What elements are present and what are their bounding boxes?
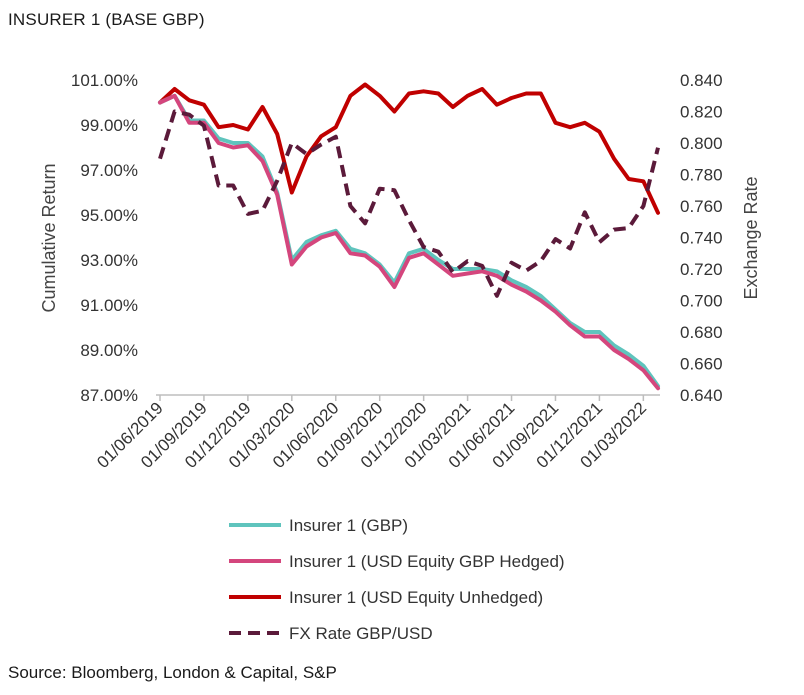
series-lines (158, 82, 660, 391)
series-line-1 (158, 93, 660, 391)
legend-label-1: Insurer 1 (USD Equity GBP Hedged) (289, 552, 565, 571)
legend-label-3: FX Rate GBP/USD (289, 624, 433, 643)
left-tick-label: 93.00% (80, 251, 138, 270)
right-tick-label: 0.700 (680, 292, 723, 311)
right-axis-tick-labels: 0.840 0.820 0.800 0.780 0.760 0.740 0.720 0.700… (680, 71, 723, 405)
legend-label-2: Insurer 1 (USD Equity Unhedged) (289, 588, 543, 607)
left-axis-title: Cumulative Return (39, 163, 59, 312)
series-line-0 (158, 93, 660, 388)
left-tick-label: 89.00% (80, 341, 138, 360)
right-tick-label: 0.760 (680, 197, 723, 216)
left-tick-label: 87.00% (80, 386, 138, 405)
right-tick-label: 0.840 (680, 71, 723, 90)
x-axis-tick-labels: 01/06/201901/09/201901/12/201901/03/2020… (93, 398, 650, 472)
right-tick-label: 0.820 (680, 103, 723, 122)
x-axis-ticks (159, 395, 645, 401)
right-tick-label: 0.720 (680, 260, 723, 279)
source-note: Source: Bloomberg, London & Capital, S&P (8, 663, 337, 682)
left-tick-label: 99.00% (80, 116, 138, 135)
right-tick-label: 0.800 (680, 134, 723, 153)
right-tick-label: 0.780 (680, 166, 723, 185)
left-axis-tick-labels: 101.00% 99.00% 97.00% 95.00% 93.00% 91.00% 89.… (71, 71, 138, 405)
left-tick-label: 101.00% (71, 71, 138, 90)
right-tick-label: 0.640 (680, 386, 723, 405)
left-tick-label: 91.00% (80, 296, 138, 315)
left-tick-label: 95.00% (80, 206, 138, 225)
series-line-2 (158, 82, 660, 215)
chart-title: INSURER 1 (BASE GBP) (8, 10, 205, 29)
legend: Insurer 1 (GBP) Insurer 1 (USD Equity GBP… (229, 516, 565, 643)
left-tick-label: 97.00% (80, 161, 138, 180)
legend-label-0: Insurer 1 (GBP) (289, 516, 408, 535)
right-tick-label: 0.740 (680, 229, 723, 248)
right-axis-title: Exchange Rate (741, 176, 761, 299)
right-tick-label: 0.680 (680, 323, 723, 342)
right-tick-label: 0.660 (680, 355, 723, 374)
series-line-3 (158, 109, 660, 298)
